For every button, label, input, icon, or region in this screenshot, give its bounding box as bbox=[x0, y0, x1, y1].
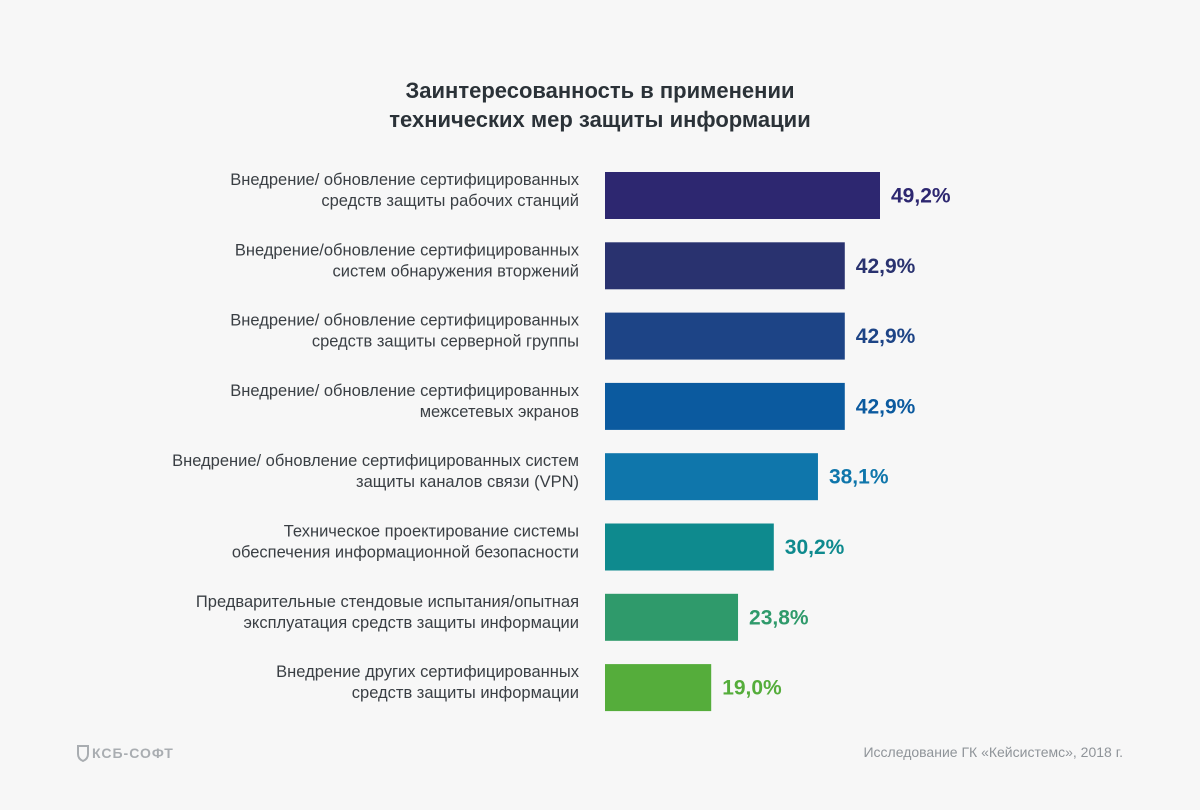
value-label: 30,2% bbox=[785, 536, 845, 559]
chart-title-line-1: Заинтересованность в применении bbox=[405, 78, 795, 103]
category-label: Предварительные стендовые испытания/опыт… bbox=[196, 593, 579, 632]
category-label: Внедрение/обновление сертифицированных си… bbox=[235, 241, 580, 280]
chart-title-line-2: технических мер защиты информации bbox=[389, 107, 811, 132]
chart-title: Заинтересованность в применении техничес… bbox=[0, 76, 1200, 134]
category-label-line: Внедрение/обновление сертифицированных bbox=[235, 241, 580, 259]
value-label: 49,2% bbox=[891, 185, 951, 208]
value-label: 42,9% bbox=[856, 255, 916, 278]
company-logo: КСБ-СОФТ bbox=[76, 742, 174, 764]
category-label-line: Внедрение/ обновление сертифицированных bbox=[230, 382, 579, 400]
category-label-line: средств защиты информации bbox=[352, 684, 579, 702]
bar bbox=[605, 593, 739, 641]
bar bbox=[605, 172, 880, 219]
bar bbox=[605, 453, 818, 501]
category-label-line: Внедрение/ обновление сертифицированных … bbox=[172, 452, 579, 470]
category-label: Внедрение/ обновление сертифицированных с… bbox=[230, 171, 579, 210]
category-label-line: защиты каналов связи (VPN) bbox=[356, 473, 579, 491]
logo-text: КСБ-СОФТ bbox=[92, 745, 174, 761]
value-label: 42,9% bbox=[856, 325, 916, 348]
value-label: 19,0% bbox=[722, 677, 782, 700]
category-label-line: Внедрение других сертифицированных bbox=[276, 663, 580, 681]
category-label-line: средств защиты серверной группы bbox=[312, 333, 579, 351]
bar bbox=[605, 312, 845, 360]
bar bbox=[605, 664, 712, 712]
category-label-line: средств защиты рабочих станций bbox=[321, 192, 579, 210]
category-label-line: эксплуатация средств защиты информации bbox=[244, 614, 579, 632]
shield-logo-icon bbox=[77, 745, 89, 762]
category-label-line: межсетевых экранов bbox=[420, 403, 580, 421]
bar bbox=[605, 242, 845, 290]
category-label: Внедрение других сертифицированных средст… bbox=[276, 663, 580, 702]
category-label-line: Внедрение/ обновление сертифицированных bbox=[230, 312, 579, 330]
category-label-line: Предварительные стендовые испытания/опыт… bbox=[196, 593, 579, 611]
bar bbox=[605, 382, 845, 430]
category-label: Внедрение/ обновление сертифицированных … bbox=[172, 452, 579, 491]
value-label: 38,1% bbox=[829, 466, 889, 489]
bar bbox=[605, 523, 774, 571]
source-note: Исследование ГК «Кейсистемс», 2018 г. bbox=[863, 744, 1123, 760]
category-label-line: Техническое проектирование системы bbox=[284, 523, 579, 541]
value-label: 42,9% bbox=[856, 395, 916, 418]
value-label: 23,8% bbox=[749, 606, 809, 629]
category-label-line: Внедрение/ обновление сертифицированных bbox=[230, 171, 579, 189]
category-label-line: обеспечения информационной безопасности bbox=[232, 544, 579, 562]
category-label: Внедрение/ обновление сертифицированных м… bbox=[230, 382, 579, 421]
category-label: Техническое проектирование системы обеспе… bbox=[232, 523, 579, 562]
category-label-line: систем обнаружения вторжений bbox=[333, 262, 580, 280]
category-label: Внедрение/ обновление сертифицированных с… bbox=[230, 312, 579, 351]
